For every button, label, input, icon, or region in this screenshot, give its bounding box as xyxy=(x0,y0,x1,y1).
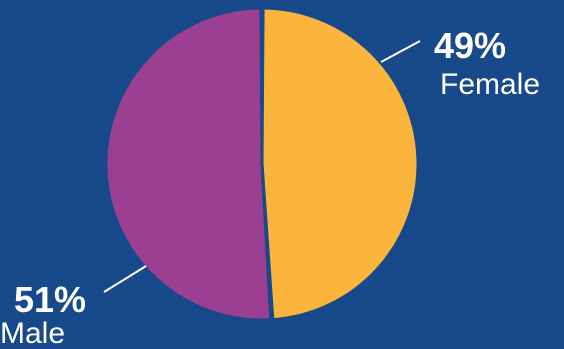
data-label-male-percent: 51% xyxy=(14,279,86,320)
data-label-female-name: Female xyxy=(440,68,540,101)
data-label-male-name: Male xyxy=(0,317,65,349)
pie-slices xyxy=(104,6,420,322)
data-label-female-percent: 49% xyxy=(434,25,506,66)
leader-line-female xyxy=(380,40,421,63)
leader-line-male xyxy=(103,265,147,293)
pie-slice-female xyxy=(260,6,420,322)
pie-slice-male xyxy=(104,6,273,322)
